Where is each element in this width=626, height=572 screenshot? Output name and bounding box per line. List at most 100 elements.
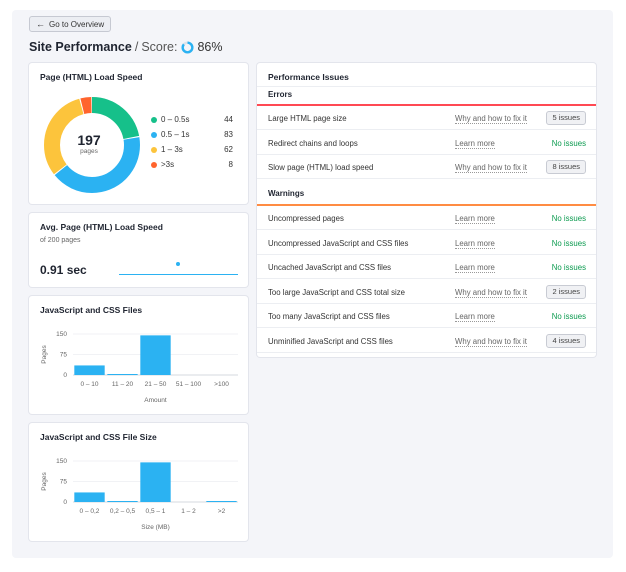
issue-name: Slow page (HTML) load speed	[268, 163, 374, 173]
bar	[140, 335, 171, 375]
load-speed-legend: 0 – 0.5s 44 0.5 – 1s 83 1 – 3s 62 >3s 8	[151, 115, 241, 175]
x-axis-label: Amount	[144, 397, 167, 404]
js-css-size-chart: 150 75 0 Pages 0 – 0,2 0,2 – 0,5 0,5 – 1 1 – 2 >…	[41, 458, 238, 531]
donut-slice-0	[44, 97, 140, 193]
issue-row: Too large JavaScript and CSS total size W…	[257, 280, 596, 304]
issues-count-button[interactable]: 4 issues	[546, 334, 586, 348]
y-tick-label: 75	[60, 479, 68, 486]
no-issues-status: No issues	[551, 138, 586, 148]
y-tick-label: 150	[56, 458, 67, 465]
arrow-left-icon: ←	[36, 18, 45, 29]
issues-count-button[interactable]: 5 issues	[546, 111, 586, 125]
donut-slice-2	[44, 97, 140, 193]
issue-help-link[interactable]: Learn more	[455, 214, 495, 224]
issues-count-button[interactable]: 8 issues	[546, 160, 586, 175]
site-performance-title: Site Performance	[29, 40, 132, 54]
y-axis-label: Pages	[41, 472, 48, 491]
js-css-size-card: JavaScript and CSS File Size 150 75 0 Pages…	[29, 423, 248, 541]
y-tick-label: 75	[60, 352, 68, 359]
y-tick-label: 0	[63, 499, 67, 506]
score-label: Score:	[141, 40, 178, 54]
bar	[107, 501, 138, 502]
x-tick-label: 1 – 2	[181, 508, 196, 515]
bar	[74, 492, 105, 502]
bar	[206, 501, 237, 502]
issue-name: Large HTML page size	[268, 114, 347, 123]
issue-name: Uncompressed pages	[268, 214, 344, 223]
legend-value: 83	[224, 130, 233, 139]
legend-dot-icon	[151, 161, 157, 168]
issue-row: Uncached JavaScript and CSS files Learn m…	[257, 255, 596, 280]
legend-label: 0.5 – 1s	[161, 130, 190, 139]
legend-item: >3s 8	[151, 160, 233, 169]
donut-center-unit: pages	[80, 148, 98, 155]
score-value: 86%	[197, 40, 223, 54]
x-tick-label: 21 – 50	[145, 381, 167, 388]
warnings-heading: Warnings	[268, 189, 305, 198]
donut-center-value: 197	[77, 132, 101, 148]
legend-dot-icon	[151, 146, 157, 153]
issue-row: Slow page (HTML) load speed Why and how t…	[257, 155, 596, 180]
legend-dot-icon	[151, 131, 157, 138]
issue-help-link[interactable]: Learn more	[455, 138, 495, 149]
issue-help-link[interactable]: Why and how to fix it	[455, 287, 527, 298]
issue-row: Unminified JavaScript and CSS files Why a…	[257, 329, 596, 353]
legend-value: 44	[224, 115, 233, 124]
issue-help-link[interactable]: Why and how to fix it	[455, 337, 527, 347]
issue-help-link[interactable]: Why and how to fix it	[455, 163, 527, 174]
x-tick-label: 0,2 – 0,5	[110, 508, 136, 515]
x-tick-label: 11 – 20	[112, 381, 134, 388]
issue-row: Uncompressed JavaScript and CSS files Lea…	[257, 231, 596, 255]
warnings-divider	[257, 204, 596, 206]
issue-name: Unminified JavaScript and CSS files	[268, 337, 393, 346]
legend-item: 0 – 0.5s 44	[151, 115, 233, 124]
bar	[107, 374, 138, 375]
x-tick-label: >2	[218, 508, 226, 515]
legend-label: 1 – 3s	[161, 145, 183, 154]
errors-divider	[257, 104, 596, 106]
donut-slice-1	[44, 97, 140, 193]
issue-row: Too many JavaScript and CSS files Learn m…	[257, 304, 596, 329]
x-tick-label: >100	[214, 381, 229, 388]
y-tick-label: 0	[63, 372, 67, 379]
errors-heading: Errors	[268, 90, 293, 99]
no-issues-status: No issues	[551, 263, 586, 273]
issue-help-link[interactable]: Why and how to fix it	[455, 114, 527, 124]
go-to-overview-button[interactable]: ← Go to Overview	[29, 16, 112, 32]
issue-name: Too many JavaScript and CSS files	[268, 312, 390, 322]
legend-label: >3s	[161, 160, 175, 169]
y-axis-label: Pages	[41, 345, 48, 364]
no-issues-status: No issues	[551, 312, 586, 322]
load-speed-donut	[44, 97, 140, 193]
issue-help-link[interactable]: Learn more	[455, 238, 495, 249]
js-css-size-title: JavaScript and CSS File Size	[40, 432, 157, 442]
legend-item: 0.5 – 1s 83	[151, 130, 233, 139]
issue-name: Uncompressed JavaScript and CSS files	[268, 238, 409, 248]
avg-speed-subtitle: of 200 pages	[40, 237, 81, 244]
load-speed-title: Page (HTML) Load Speed	[40, 72, 143, 82]
issue-name: Uncached JavaScript and CSS files	[268, 263, 392, 273]
x-tick-label: 0 – 10	[80, 381, 98, 388]
y-tick-label: 150	[56, 331, 67, 338]
issue-row: Large HTML page size Why and how to fix i…	[257, 106, 596, 130]
avg-speed-title: Avg. Page (HTML) Load Speed	[40, 222, 163, 232]
performance-issues-card: Performance Issues Errors Large HTML pag…	[257, 63, 596, 357]
js-css-files-chart: 150 75 0 Pages 0 – 10 11 – 20 21 – 50 51 – 100 >…	[41, 331, 238, 404]
go-to-overview-label: Go to Overview	[49, 19, 105, 29]
bar	[140, 462, 171, 502]
issue-row: Uncompressed pages Learn more No issues	[257, 206, 596, 230]
issue-help-link[interactable]: Learn more	[455, 312, 495, 323]
legend-value: 8	[228, 160, 233, 169]
avg-speed-scale-line	[119, 274, 238, 275]
issue-name: Redirect chains and loops	[268, 138, 358, 148]
score-ring-icon	[181, 40, 194, 54]
x-tick-label: 0 – 0,2	[80, 508, 100, 515]
issues-count-button[interactable]: 2 issues	[546, 284, 586, 299]
issue-row: Redirect chains and loops Learn more No is…	[257, 131, 596, 155]
load-speed-card: Page (HTML) Load Speed 197 pages 0 – 0.5…	[29, 63, 248, 204]
x-axis-label: Size (MB)	[141, 524, 170, 531]
issue-help-link[interactable]: Learn more	[455, 263, 495, 274]
legend-value: 62	[224, 145, 233, 154]
no-issues-status: No issues	[551, 238, 586, 248]
js-css-files-card: JavaScript and CSS Files 150 75 0 Pages 0 – …	[29, 296, 248, 414]
